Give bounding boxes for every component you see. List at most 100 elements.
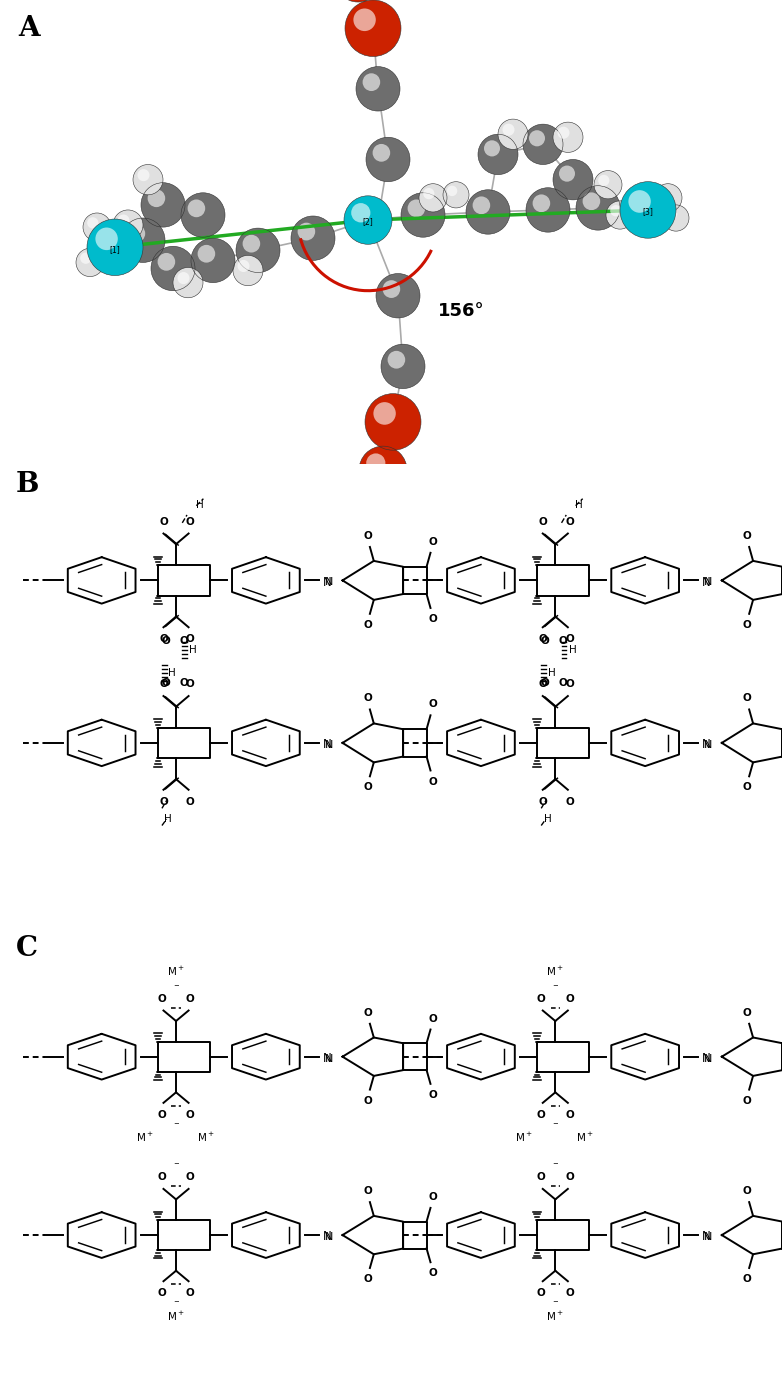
Circle shape (188, 200, 205, 218)
Circle shape (238, 261, 249, 272)
Circle shape (366, 453, 386, 473)
Circle shape (353, 8, 376, 30)
Text: O: O (559, 636, 568, 646)
Text: N: N (325, 740, 333, 750)
Circle shape (373, 402, 396, 424)
Text: O: O (186, 517, 195, 527)
Circle shape (407, 200, 425, 218)
Circle shape (594, 170, 622, 198)
Circle shape (138, 169, 149, 182)
Circle shape (478, 134, 518, 175)
Circle shape (88, 218, 99, 229)
Text: N: N (323, 575, 332, 589)
Text: N: N (704, 1053, 712, 1063)
Text: O: O (157, 1288, 167, 1299)
Text: O: O (538, 517, 547, 527)
Text: O: O (429, 700, 437, 710)
Circle shape (236, 229, 280, 273)
Circle shape (366, 137, 410, 182)
Circle shape (121, 218, 165, 262)
Circle shape (298, 223, 315, 240)
Text: O: O (159, 679, 168, 689)
Text: $^-$: $^-$ (172, 1300, 180, 1310)
Text: O: O (538, 797, 547, 807)
Circle shape (576, 186, 620, 230)
Text: 156°: 156° (438, 302, 485, 320)
Circle shape (127, 225, 145, 243)
Text: O: O (162, 678, 170, 687)
Text: O: O (538, 635, 547, 644)
Circle shape (372, 144, 390, 162)
Circle shape (151, 247, 195, 291)
Text: O: O (565, 797, 574, 807)
Text: O: O (429, 776, 437, 786)
Circle shape (233, 255, 263, 286)
Text: O: O (742, 1008, 752, 1017)
Text: O: O (541, 678, 550, 687)
Text: O: O (429, 1192, 437, 1202)
Text: O: O (536, 1173, 546, 1182)
Circle shape (191, 238, 235, 283)
Text: O: O (565, 1110, 574, 1120)
Circle shape (419, 184, 447, 212)
Text: M$^+$: M$^+$ (547, 965, 564, 977)
Text: O: O (186, 1173, 195, 1182)
Text: O: O (186, 797, 195, 807)
Text: M$^+$: M$^+$ (547, 1310, 564, 1322)
Text: N: N (704, 740, 712, 750)
Circle shape (363, 73, 380, 91)
Circle shape (498, 119, 528, 150)
Text: O: O (186, 994, 195, 1003)
Circle shape (663, 205, 689, 231)
Circle shape (198, 245, 215, 262)
Circle shape (667, 209, 677, 219)
Circle shape (351, 204, 371, 223)
Text: C: C (16, 936, 38, 962)
Text: N: N (325, 577, 333, 588)
Circle shape (345, 0, 401, 57)
Circle shape (423, 188, 434, 200)
Circle shape (95, 227, 118, 249)
Text: O: O (429, 1268, 437, 1278)
Text: B: B (16, 471, 39, 499)
Circle shape (356, 67, 400, 111)
Text: M$^+$: M$^+$ (167, 1310, 185, 1322)
Circle shape (181, 193, 225, 237)
Text: O: O (429, 536, 437, 546)
Circle shape (381, 344, 425, 388)
Text: O: O (363, 1186, 372, 1196)
Circle shape (558, 126, 569, 139)
Text: O: O (565, 517, 574, 527)
Circle shape (484, 140, 500, 157)
Text: M$^+$: M$^+$ (515, 1131, 533, 1145)
Text: O: O (180, 636, 188, 646)
Circle shape (503, 123, 515, 136)
Text: O: O (536, 994, 546, 1003)
Text: H: H (196, 500, 203, 510)
Text: $^-$: $^-$ (551, 1121, 559, 1131)
Circle shape (334, 0, 382, 1)
Text: O: O (363, 1008, 372, 1017)
Text: O: O (159, 517, 168, 527)
Circle shape (658, 188, 669, 200)
Text: N: N (325, 1232, 333, 1242)
Circle shape (81, 252, 91, 263)
Text: O: O (186, 635, 195, 644)
Text: O: O (536, 1110, 546, 1120)
Text: O: O (429, 614, 437, 624)
Circle shape (559, 165, 575, 182)
Text: O: O (186, 1288, 195, 1299)
Text: O: O (565, 994, 574, 1003)
Text: N: N (702, 739, 711, 751)
Text: H: H (575, 500, 583, 510)
Text: O: O (559, 678, 568, 687)
Circle shape (173, 267, 203, 298)
Text: O: O (742, 1274, 752, 1283)
Circle shape (87, 219, 143, 276)
Text: N: N (704, 1232, 712, 1242)
Text: O: O (429, 1013, 437, 1024)
Circle shape (382, 280, 400, 298)
Text: O: O (162, 636, 170, 646)
Circle shape (133, 165, 163, 195)
Circle shape (76, 248, 104, 277)
